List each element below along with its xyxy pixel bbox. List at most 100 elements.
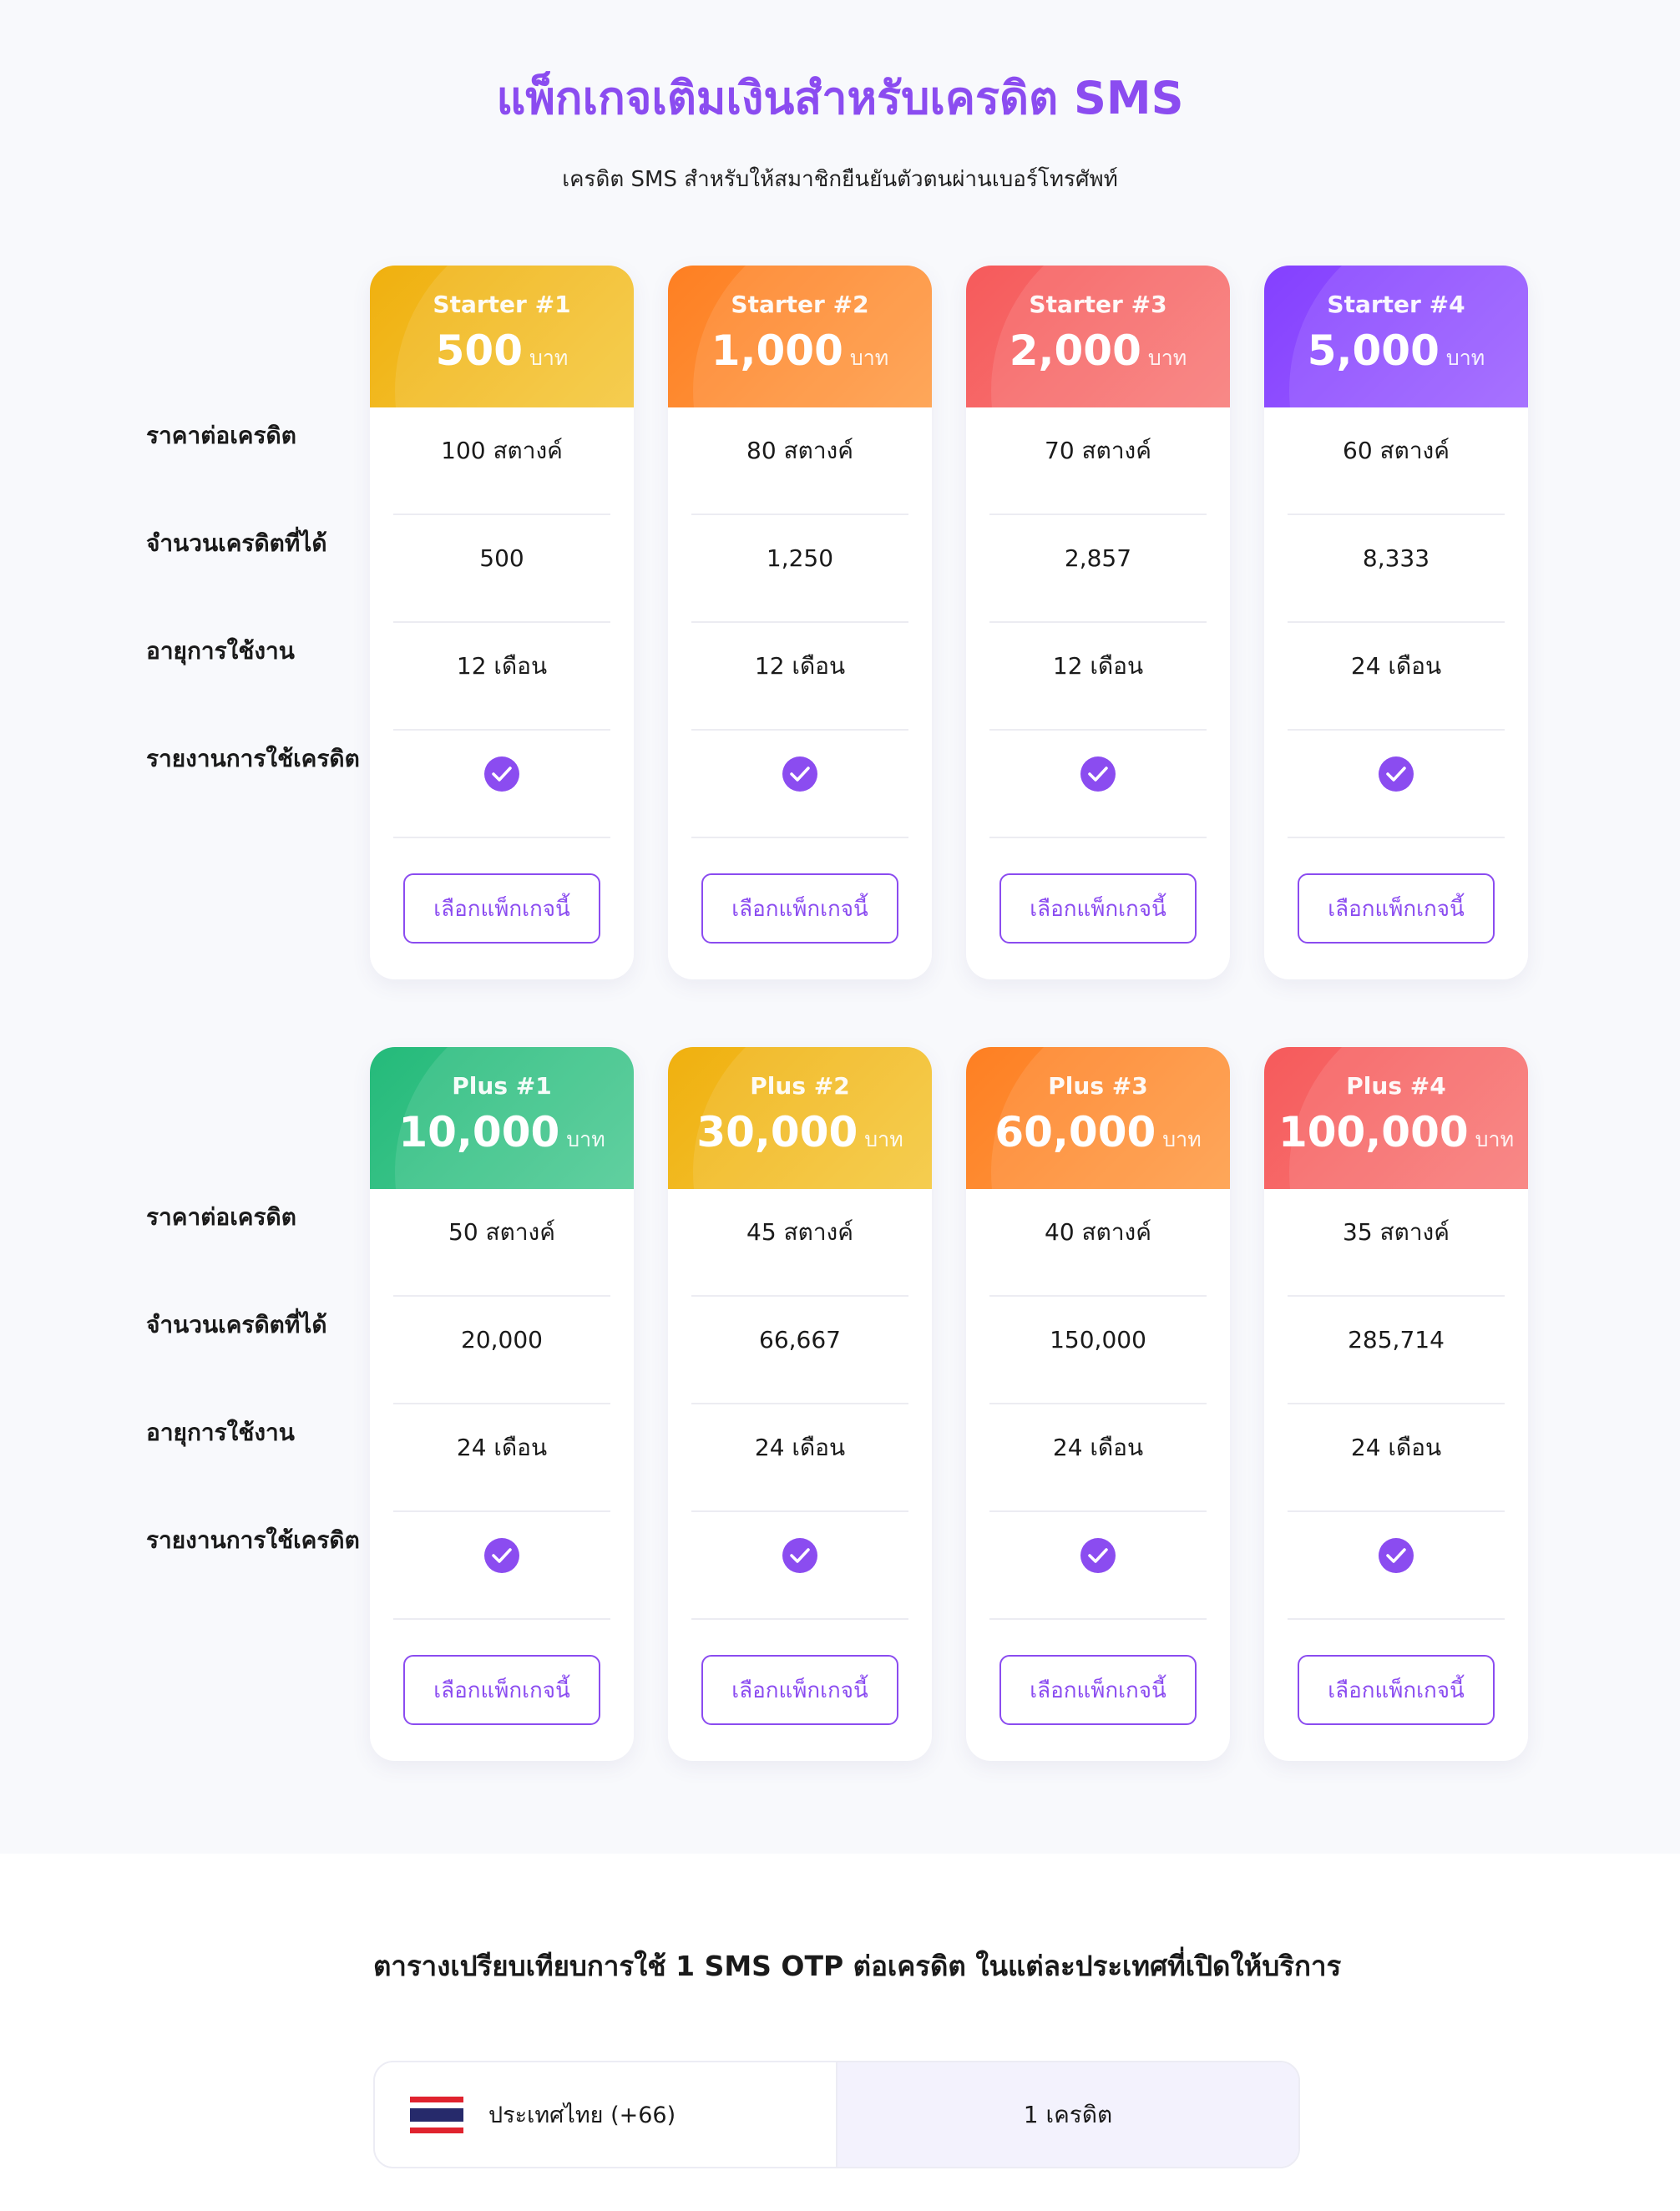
country-row: ประเทศไทย (+66) 1 เครดิต [373, 2061, 1300, 2168]
currency-unit: บาท [529, 346, 569, 370]
validity-value: 12 เดือน [754, 651, 846, 680]
package-price: 5,000 [1307, 326, 1440, 375]
package-header: Plus #3 60,000 บาท [966, 1047, 1230, 1189]
package-price: 2,000 [1009, 326, 1141, 375]
package-price: 10,000 [398, 1108, 560, 1156]
check-circle-icon [1379, 756, 1414, 792]
currency-unit: บาท [1162, 1127, 1202, 1151]
credits-value: 500 [479, 544, 524, 572]
package-card-starter-4: Starter #4 5,000 บาท 60 สตางค์ 8,333 24 เ… [1264, 266, 1528, 979]
package-price: 1,000 [711, 326, 843, 375]
row-label-credits-received: จำนวนเครดิตที่ได้ [146, 529, 327, 557]
check-circle-icon [1080, 1537, 1116, 1573]
price-per-credit-value: 60 สตางค์ [1343, 436, 1450, 464]
price-per-credit-value: 40 สตางค์ [1045, 1217, 1151, 1246]
credits-value: 1,250 [766, 544, 834, 572]
package-header: Plus #1 10,000 บาท [370, 1047, 634, 1189]
package-name: Starter #3 [1029, 291, 1167, 318]
validity-value: 12 เดือน [1052, 651, 1144, 680]
check-circle-icon [484, 1537, 519, 1573]
package-price: 100,000 [1278, 1108, 1469, 1156]
package-name: Starter #4 [1327, 291, 1465, 318]
package-card-starter-1: Starter #1 500 บาท 100 สตางค์ 500 12 เดือ… [370, 266, 634, 979]
credits-value: 150,000 [1050, 1326, 1146, 1353]
row-label-usage-report: รายงานการใช้เครดิต [146, 1526, 360, 1554]
validity-value: 24 เดือน [754, 1433, 846, 1461]
credits-value: 20,000 [461, 1326, 543, 1353]
package-name: Starter #2 [731, 291, 869, 318]
price-per-credit-value: 35 สตางค์ [1343, 1217, 1450, 1246]
validity-value: 12 เดือน [456, 651, 548, 680]
package-header: Starter #4 5,000 บาท [1264, 266, 1528, 407]
country-name: ประเทศไทย (+66) [488, 2102, 676, 2128]
row-label-validity: อายุการใช้งาน [146, 637, 295, 665]
package-name: Plus #3 [1048, 1072, 1148, 1100]
select-package-button[interactable]: เลือกแพ็กเกจนี้ [403, 1655, 600, 1725]
price-per-credit-value: 70 สตางค์ [1045, 436, 1151, 464]
row-label-validity: อายุการใช้งาน [146, 1419, 295, 1446]
page-subtitle: เครดิต SMS สำหรับให้สมาชิกยืนยันตัวตนผ่า… [562, 167, 1118, 192]
price-per-credit-value: 45 สตางค์ [746, 1217, 853, 1246]
thailand-flag-icon [410, 2096, 463, 2133]
package-price: 500 [435, 326, 523, 375]
validity-value: 24 เดือน [1350, 1433, 1442, 1461]
price-per-credit-value: 100 สตางค์ [441, 436, 563, 464]
package-price: 30,000 [696, 1108, 858, 1156]
package-card-plus-3: Plus #3 60,000 บาท 40 สตางค์ 150,000 24 เ… [966, 1047, 1230, 1761]
currency-unit: บาท [849, 346, 889, 370]
credit-per-sms-cell: 1 เครดิต [836, 2062, 1298, 2167]
select-package-button[interactable]: เลือกแพ็กเกจนี้ [403, 873, 600, 944]
credits-value: 285,714 [1348, 1326, 1445, 1353]
package-card-plus-2: Plus #2 30,000 บาท 45 สตางค์ 66,667 24 เด… [668, 1047, 932, 1761]
package-card-starter-2: Starter #2 1,000 บาท 80 สตางค์ 1,250 12 เ… [668, 266, 932, 979]
currency-unit: บาท [566, 1127, 605, 1151]
row-label-usage-report: รายงานการใช้เครดิต [146, 745, 360, 772]
check-circle-icon [782, 1537, 817, 1573]
select-package-button[interactable]: เลือกแพ็กเกจนี้ [701, 1655, 898, 1725]
credits-value: 66,667 [759, 1326, 841, 1353]
select-package-button[interactable]: เลือกแพ็กเกจนี้ [701, 873, 898, 944]
packages-section: แพ็กเกจเติมเงินสำหรับเครดิต SMS เครดิต S… [0, 72, 1680, 1761]
validity-value: 24 เดือน [456, 1433, 548, 1461]
package-name: Plus #4 [1346, 1072, 1446, 1100]
package-name: Starter #1 [433, 291, 571, 318]
page-title: แพ็กเกจเติมเงินสำหรับเครดิต SMS [496, 72, 1184, 124]
price-per-credit-value: 80 สตางค์ [746, 436, 853, 464]
check-circle-icon [782, 756, 817, 792]
price-per-credit-value: 50 สตางค์ [448, 1217, 555, 1246]
package-header: Starter #3 2,000 บาท [966, 266, 1230, 407]
package-header: Plus #4 100,000 บาท [1264, 1047, 1528, 1189]
package-header: Plus #2 30,000 บาท [668, 1047, 932, 1189]
credits-value: 8,333 [1362, 544, 1430, 572]
select-package-button[interactable]: เลือกแพ็กเกจนี้ [999, 873, 1197, 944]
package-name: Plus #2 [750, 1072, 850, 1100]
check-circle-icon [1080, 756, 1116, 792]
package-card-starter-3: Starter #3 2,000 บาท 70 สตางค์ 2,857 12 เ… [966, 266, 1230, 979]
row-label-credits-received: จำนวนเครดิตที่ได้ [146, 1311, 327, 1338]
currency-unit: บาท [1445, 346, 1485, 370]
package-header: Starter #1 500 บาท [370, 266, 634, 407]
plus-package-group: ราคาต่อเครดิต จำนวนเครดิตที่ได้ อายุการใ… [0, 1047, 1680, 1761]
currency-unit: บาท [1475, 1127, 1515, 1151]
currency-unit: บาท [1147, 346, 1187, 370]
select-package-button[interactable]: เลือกแพ็กเกจนี้ [1298, 1655, 1495, 1725]
country-cell: ประเทศไทย (+66) [375, 2062, 836, 2167]
package-card-plus-1: Plus #1 10,000 บาท 50 สตางค์ 20,000 24 เด… [370, 1047, 634, 1761]
select-package-button[interactable]: เลือกแพ็กเกจนี้ [1298, 873, 1495, 944]
comparison-title: ตารางเปรียบเทียบการใช้ 1 SMS OTP ต่อเครด… [373, 1950, 1342, 1982]
check-circle-icon [1379, 1537, 1414, 1573]
currency-unit: บาท [864, 1127, 903, 1151]
starter-package-group: ราคาต่อเครดิต จำนวนเครดิตที่ได้ อายุการใ… [0, 266, 1680, 979]
package-name: Plus #1 [452, 1072, 552, 1100]
credits-value: 2,857 [1064, 544, 1132, 572]
comparison-section: ตารางเปรียบเทียบการใช้ 1 SMS OTP ต่อเครด… [0, 1854, 1680, 2211]
select-package-button[interactable]: เลือกแพ็กเกจนี้ [999, 1655, 1197, 1725]
row-label-price-per-credit: ราคาต่อเครดิต [146, 422, 296, 449]
package-card-plus-4: Plus #4 100,000 บาท 35 สตางค์ 285,714 24 … [1264, 1047, 1528, 1761]
package-header: Starter #2 1,000 บาท [668, 266, 932, 407]
validity-value: 24 เดือน [1350, 651, 1442, 680]
row-label-price-per-credit: ราคาต่อเครดิต [146, 1203, 296, 1231]
package-price: 60,000 [994, 1108, 1156, 1156]
validity-value: 24 เดือน [1052, 1433, 1144, 1461]
check-circle-icon [484, 756, 519, 792]
